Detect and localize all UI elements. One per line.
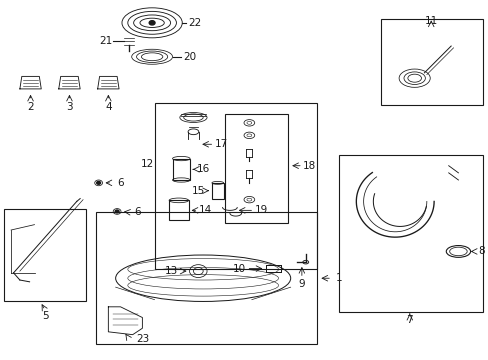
Text: 1: 1 — [335, 273, 342, 283]
Circle shape — [115, 210, 119, 213]
Text: 13: 13 — [164, 266, 178, 276]
Text: 14: 14 — [199, 205, 212, 215]
Text: 5: 5 — [42, 311, 48, 321]
Text: 9: 9 — [298, 279, 305, 289]
Text: 6: 6 — [134, 207, 141, 217]
Text: 18: 18 — [303, 161, 316, 171]
Bar — [339, 155, 482, 312]
Circle shape — [97, 181, 101, 184]
Bar — [224, 114, 287, 223]
Text: 12: 12 — [141, 159, 154, 169]
Text: 19: 19 — [254, 205, 267, 215]
Text: 21: 21 — [99, 36, 112, 46]
Bar — [172, 158, 190, 180]
Bar — [211, 183, 223, 199]
Text: 6: 6 — [118, 178, 124, 188]
Text: 16: 16 — [197, 164, 210, 174]
Text: 11: 11 — [424, 16, 437, 26]
Text: 10: 10 — [233, 264, 245, 274]
Bar — [4, 208, 86, 301]
Text: 8: 8 — [477, 247, 484, 256]
Bar — [96, 212, 317, 344]
Text: 7: 7 — [406, 315, 412, 325]
Text: 3: 3 — [66, 102, 73, 112]
Text: 20: 20 — [183, 52, 196, 62]
Text: 17: 17 — [214, 139, 227, 149]
Text: 23: 23 — [137, 334, 150, 344]
Bar — [154, 103, 317, 269]
Text: 15: 15 — [191, 186, 204, 196]
Bar — [169, 201, 188, 220]
Text: 22: 22 — [188, 18, 201, 28]
Text: 2: 2 — [27, 102, 34, 112]
Circle shape — [149, 21, 155, 25]
Text: 4: 4 — [105, 102, 111, 112]
Bar — [380, 19, 482, 105]
